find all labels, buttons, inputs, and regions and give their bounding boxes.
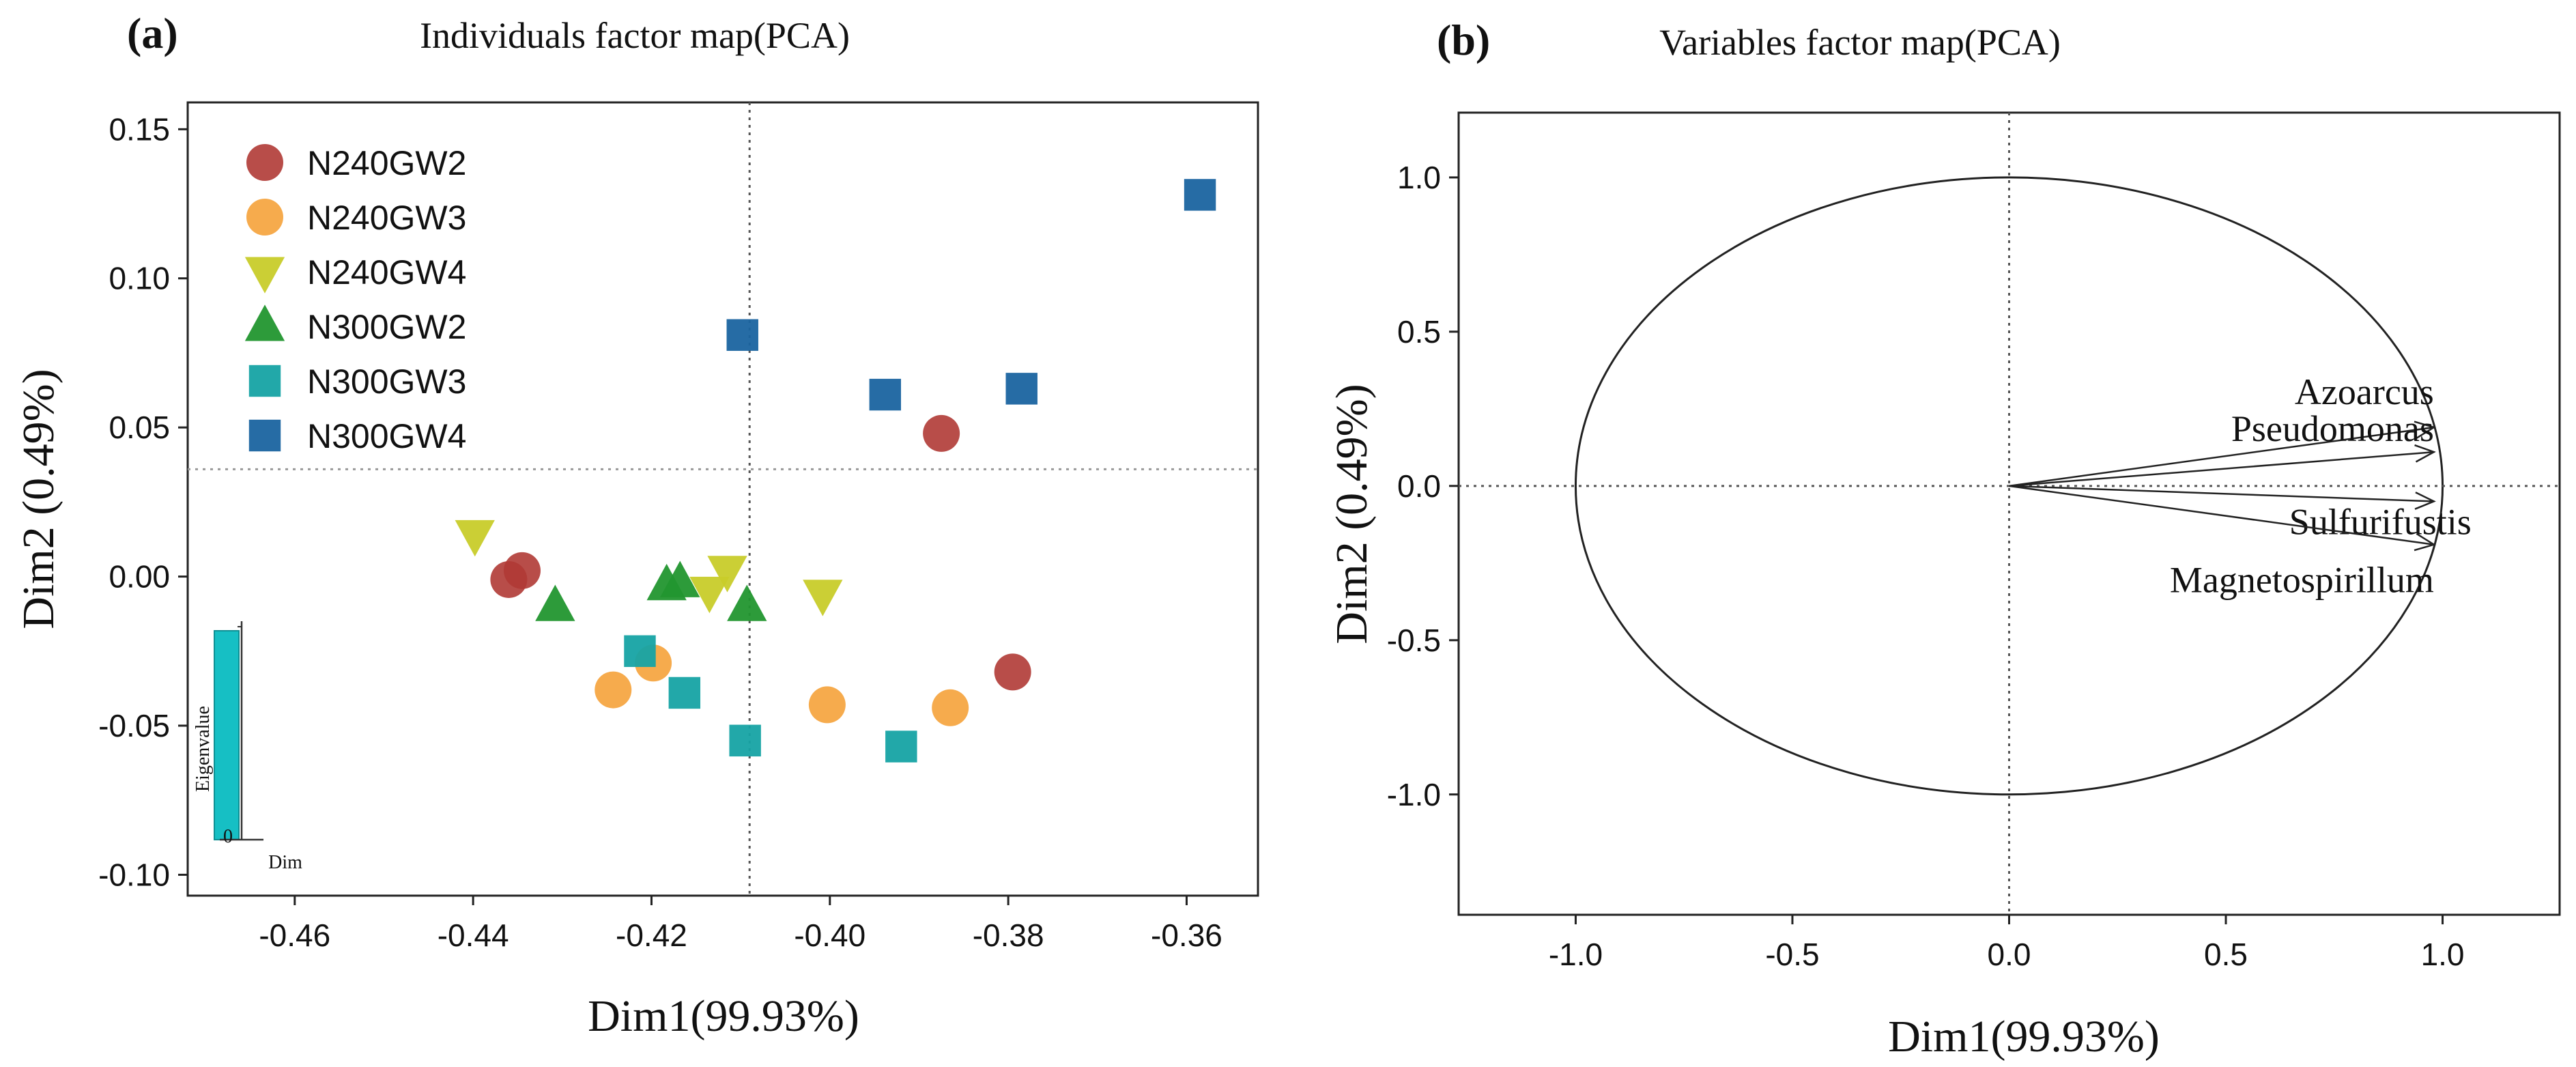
legend-marker-n300gw2 bbox=[244, 304, 285, 341]
panel-b-y-axis: -1.0 -0.5 0.0 0.5 1.0 bbox=[1387, 160, 1459, 812]
point-n240gw2 bbox=[994, 653, 1031, 691]
panel-a-x-tick-label: -0.44 bbox=[438, 917, 509, 953]
panel-a-y-tick-label: 0.05 bbox=[109, 410, 170, 445]
vector-label-azoarcus: Azoarcus bbox=[2295, 371, 2434, 412]
vector-azoarcus bbox=[2009, 426, 2435, 487]
panel-a-label: (a) bbox=[127, 9, 178, 57]
panel-a-x-tick-label: -0.46 bbox=[259, 917, 330, 953]
arrowhead-sulfurifustis bbox=[2414, 492, 2436, 510]
panel-b-x-tick-label: 0.5 bbox=[2204, 937, 2248, 972]
panel-a-y-tick-label: 0.10 bbox=[109, 261, 170, 296]
panel-a-x-tick-label: -0.40 bbox=[794, 917, 865, 953]
panel-b-y-tick-label: -1.0 bbox=[1387, 777, 1441, 812]
panel-b-x-axis-title: Dim1(99.93%) bbox=[1888, 1012, 2160, 1062]
inset-zero-label: 0 bbox=[223, 826, 233, 847]
panel-a-y-tick-label: -0.10 bbox=[98, 857, 170, 892]
inset-eigenvalue-label: Eigenvalue bbox=[192, 706, 214, 792]
point-n300gw2 bbox=[727, 584, 767, 621]
vector-magnetospirillum bbox=[2009, 485, 2435, 545]
panel-a-y-tick-label: 0.00 bbox=[109, 559, 170, 595]
panel-a-plot-frame bbox=[186, 101, 1259, 897]
panel-a-x-tick-label: -0.42 bbox=[616, 917, 687, 953]
legend-label-n240gw4: N240GW4 bbox=[307, 253, 466, 291]
point-n240gw3 bbox=[932, 689, 969, 726]
point-n300gw4 bbox=[1184, 179, 1216, 211]
inset-eigenvalue-bar bbox=[214, 630, 240, 840]
panel-a-title: Individuals factor map(PCA) bbox=[420, 15, 850, 56]
legend-marker-n240gw4 bbox=[244, 257, 285, 294]
point-n240gw4 bbox=[707, 556, 747, 593]
legend-label-n300gw3: N300GW3 bbox=[307, 362, 466, 401]
legend-label-n240gw2: N240GW2 bbox=[307, 144, 466, 182]
panel-b-y-tick-label: 0.5 bbox=[1397, 314, 1441, 350]
panel-b-y-tick-label: 1.0 bbox=[1397, 160, 1441, 195]
panel-a-x-tick-label: -0.38 bbox=[973, 917, 1044, 953]
legend-label-n300gw2: N300GW2 bbox=[307, 308, 466, 346]
panel-b-x-tick-label: 0.0 bbox=[1988, 937, 2031, 972]
arrowhead-magnetospirillum bbox=[2414, 532, 2436, 552]
legend-label-n240gw3: N240GW3 bbox=[307, 199, 466, 237]
panel-b-x-tick-label: -0.5 bbox=[1765, 937, 1819, 972]
panel-a-y-axis: -0.10 -0.05 0.00 0.05 0.10 0.15 bbox=[98, 111, 188, 892]
inset-dim-label: Dim bbox=[268, 852, 302, 873]
panel-a-x-tick-label: -0.36 bbox=[1151, 917, 1222, 953]
panel-b-x-tick-label: -1.0 bbox=[1549, 937, 1603, 972]
panel-a-y-tick-label: 0.15 bbox=[109, 111, 170, 147]
point-n300gw2 bbox=[660, 560, 700, 597]
point-n300gw3 bbox=[885, 730, 917, 763]
point-n240gw3 bbox=[595, 671, 632, 709]
panel-a-guides bbox=[188, 102, 1258, 896]
arrowhead-pseudomonas bbox=[2414, 444, 2436, 463]
vector-label-pseudomonas: Pseudomonas bbox=[2231, 408, 2434, 449]
panel-a-x-axis-title: Dim1(99.93%) bbox=[588, 991, 859, 1041]
panel-a-legend: N240GW2 N240GW3 N240GW4 N300GW2 N300GW3 N300G… bbox=[244, 144, 466, 455]
vector-label-magnetospirillum: Magnetospirillum bbox=[2170, 560, 2434, 601]
legend-marker-n240gw3 bbox=[246, 199, 283, 236]
panel-b-variables-map: (b) Variables factor map(PCA) -1.0 -0.5 0.… bbox=[1327, 16, 2561, 1062]
point-n300gw3 bbox=[668, 677, 701, 709]
panel-b-label: (b) bbox=[1437, 16, 1490, 64]
vector-pseudomonas bbox=[2009, 451, 2434, 487]
vector-sulfurifustis bbox=[2009, 485, 2434, 502]
panel-a-x-axis: -0.46 -0.44 -0.42 -0.40 -0.38 -0.36 bbox=[259, 896, 1222, 953]
eigenvalue-inset: Eigenvalue 0 Dim bbox=[192, 621, 302, 873]
legend-marker-n300gw3 bbox=[248, 365, 281, 397]
panel-b-y-tick-label: -0.5 bbox=[1387, 623, 1441, 658]
legend-marker-n240gw2 bbox=[246, 144, 283, 181]
point-n240gw4 bbox=[689, 576, 730, 614]
vector-label-sulfurifustis: Sulfurifustis bbox=[2289, 501, 2472, 542]
panel-b-x-tick-label: 1.0 bbox=[2421, 937, 2465, 972]
legend-label-n300gw4: N300GW4 bbox=[307, 417, 466, 455]
panel-b-x-axis: -1.0 -0.5 0.0 0.5 1.0 bbox=[1549, 915, 2465, 972]
point-n300gw3 bbox=[624, 635, 656, 668]
panel-b-y-tick-label: 0.0 bbox=[1397, 468, 1441, 504]
point-n240gw4 bbox=[803, 580, 843, 616]
legend-marker-n300gw4 bbox=[248, 419, 281, 452]
panel-a-y-tick-label: -0.05 bbox=[98, 708, 170, 743]
panel-b-y-axis-title: Dim2 (0.49%) bbox=[1327, 384, 1377, 644]
panel-a-y-axis-title: Dim2 (0.49%) bbox=[14, 369, 63, 629]
point-n240gw3 bbox=[808, 686, 846, 724]
point-n300gw2 bbox=[535, 584, 575, 621]
panel-b-title: Variables factor map(PCA) bbox=[1659, 22, 2061, 63]
point-n240gw4 bbox=[455, 520, 495, 557]
point-n300gw4 bbox=[1005, 373, 1037, 405]
panel-a-points bbox=[455, 179, 1216, 763]
point-n300gw3 bbox=[729, 724, 761, 757]
panel-a-individuals-map: (a) Individuals factor map(PCA) -0.46 -0.… bbox=[14, 9, 1259, 1041]
point-n300gw4 bbox=[869, 378, 902, 411]
point-n240gw2 bbox=[504, 552, 541, 589]
point-n300gw4 bbox=[726, 319, 758, 351]
point-n240gw2 bbox=[923, 414, 960, 452]
arrowhead-azoarcus bbox=[2414, 421, 2436, 439]
